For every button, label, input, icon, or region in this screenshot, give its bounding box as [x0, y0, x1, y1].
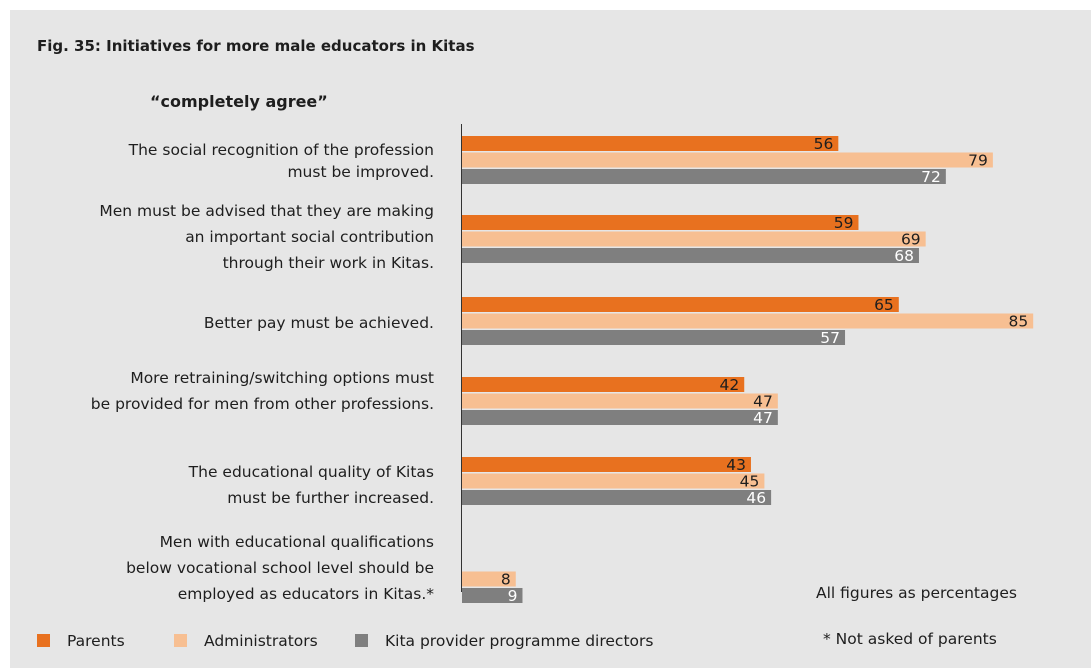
data-label: 69: [901, 231, 921, 249]
category-label: The educational quality of Kitas: [188, 463, 434, 481]
data-label: 47: [753, 409, 773, 427]
chart: Fig. 35: Initiatives for more male educa…: [37, 37, 1034, 650]
legend-label: Kita provider programme directors: [385, 632, 653, 650]
category-label: More retraining/switching options must: [130, 369, 434, 387]
bar: [462, 473, 765, 489]
data-label: 57: [820, 329, 840, 347]
bar: [462, 136, 839, 151]
footnote: * Not asked of parents: [823, 630, 997, 648]
data-label: 42: [720, 376, 740, 394]
bar: [462, 490, 772, 505]
bar: [462, 152, 993, 168]
category-label: an important social contribution: [185, 228, 434, 246]
category-label: employed as educators in Kitas.*: [178, 585, 434, 603]
bar: [462, 297, 899, 312]
category-label: Men with educational qualifications: [160, 533, 434, 551]
legend-label: Parents: [67, 632, 125, 650]
bar: [462, 215, 859, 230]
data-label: 72: [921, 168, 941, 186]
legend-swatch: [37, 634, 50, 647]
category-label: must be further increased.: [227, 489, 434, 507]
bar: [462, 330, 846, 345]
data-label: 47: [753, 393, 773, 411]
data-label: 9: [508, 587, 518, 605]
category-label: through their work in Kitas.: [223, 254, 434, 272]
value-labels: 56 59 65 42 43 79 69 85 47 45 8 72 68 57 47 46 9: [501, 135, 1028, 605]
legend-swatch: [355, 634, 368, 647]
bar: [462, 169, 946, 184]
bar: [462, 231, 926, 247]
legend-swatch: [174, 634, 187, 647]
data-label: 79: [968, 152, 988, 170]
category-label: must be improved.: [287, 163, 434, 181]
bar: [462, 588, 523, 603]
data-label: 85: [1008, 313, 1028, 331]
legend-label: Administrators: [204, 632, 318, 650]
bar: [462, 248, 919, 263]
category-label: Men must be advised that they are making: [99, 202, 434, 220]
category-label: be provided for men from other professio…: [91, 395, 434, 413]
category-label: below vocational school level should be: [126, 559, 434, 577]
bar: [462, 377, 745, 392]
data-label: 65: [874, 296, 894, 314]
legend: Parents Administrators Kita provider progr…: [37, 632, 653, 650]
percent-note: All figures as percentages: [816, 584, 1017, 602]
bar: [462, 313, 1034, 329]
bar: [462, 457, 751, 472]
data-label: 46: [746, 489, 766, 507]
bar: [462, 571, 516, 587]
chart-panel: Fig. 35: Initiatives for more male educa…: [10, 10, 1091, 668]
category-label: The social recognition of the profession: [128, 141, 434, 159]
data-label: 68: [894, 247, 914, 265]
chart-subtitle: “completely agree”: [150, 92, 328, 111]
data-label: 56: [814, 135, 834, 153]
category-label: Better pay must be achieved.: [204, 314, 434, 332]
data-label: 59: [834, 214, 854, 232]
category-labels: The social recognition of the profession…: [91, 141, 434, 603]
bars: [462, 136, 1034, 603]
data-label: 43: [726, 456, 746, 474]
bar: [462, 393, 778, 409]
chart-title: Fig. 35: Initiatives for more male educa…: [37, 37, 475, 55]
data-label: 8: [501, 571, 511, 589]
data-label: 45: [740, 473, 760, 491]
bar: [462, 410, 778, 425]
